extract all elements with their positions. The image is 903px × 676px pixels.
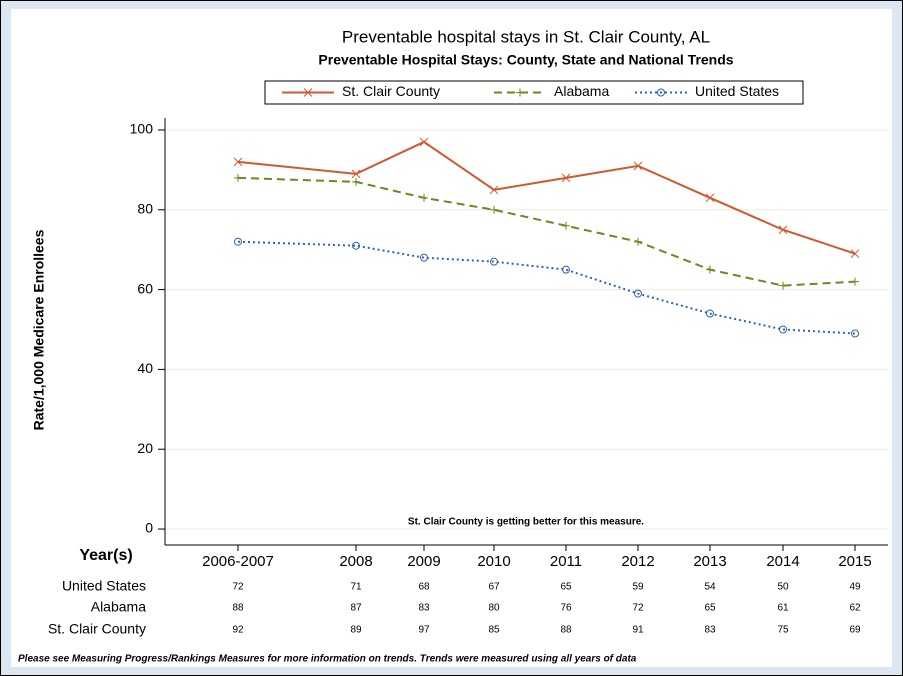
table-value: 49	[849, 582, 861, 593]
marker	[419, 137, 429, 147]
marker	[352, 177, 360, 186]
marker	[420, 193, 428, 202]
y-tick-label: 100	[130, 121, 154, 137]
marker	[851, 329, 859, 338]
table-value: 61	[777, 603, 789, 614]
y-tick-label: 60	[137, 280, 153, 296]
y-axis-label: Rate/1,000 Medicare Enrollees	[31, 229, 47, 430]
table-value: 50	[777, 582, 789, 593]
marker	[352, 241, 360, 250]
marker	[303, 88, 313, 97]
panel	[11, 9, 892, 667]
table-value: 65	[704, 603, 716, 614]
y-tick-label: 0	[145, 520, 153, 536]
x-tick-label: 2013	[693, 553, 726, 570]
table-value: 76	[560, 603, 572, 614]
x-tick-label: 2012	[621, 553, 654, 570]
table-value: 97	[418, 625, 430, 636]
table-value: 91	[632, 625, 644, 636]
marker	[633, 161, 643, 171]
marker	[634, 237, 642, 246]
y-tick-label: 80	[137, 200, 153, 216]
marker	[634, 289, 642, 298]
legend-label: St. Clair County	[342, 83, 440, 99]
x-tick-label: 2008	[339, 553, 372, 570]
marker	[706, 309, 714, 318]
marker	[561, 173, 571, 183]
marker	[490, 205, 498, 214]
table-value: 87	[350, 603, 362, 614]
marker	[489, 185, 499, 195]
marker	[234, 173, 242, 182]
x-tick-label: 2006-2007	[202, 553, 274, 570]
footnote: Please see Measuring Progress/Rankings M…	[18, 654, 637, 665]
marker	[779, 281, 787, 290]
table-value: 85	[488, 625, 500, 636]
marker	[562, 265, 570, 274]
table-value: 72	[632, 603, 644, 614]
marker	[705, 193, 715, 203]
chart-subtitle: Preventable Hospital Stays: County, Stat…	[318, 52, 733, 68]
x-tick-label: 2015	[838, 553, 871, 570]
x-tick-label: 2010	[477, 553, 510, 570]
table-value: 54	[704, 582, 716, 593]
legend-label: United States	[695, 83, 779, 99]
table-value: 69	[849, 625, 861, 636]
marker	[562, 221, 570, 230]
table-value: 68	[418, 582, 430, 593]
marker	[778, 225, 788, 235]
x-tick-label: 2009	[407, 553, 440, 570]
series-line	[237, 240, 856, 335]
table-value: 83	[704, 625, 716, 636]
table-value: 65	[560, 582, 572, 593]
table-value: 67	[488, 582, 500, 593]
table-value: 88	[560, 625, 572, 636]
marker	[851, 277, 859, 286]
marker	[233, 157, 243, 167]
table-value: 89	[350, 625, 362, 636]
table-value: 80	[488, 603, 500, 614]
marker	[420, 253, 428, 262]
table-value: 88	[232, 603, 244, 614]
y-tick-label: 20	[137, 440, 153, 456]
table-value: 75	[777, 625, 789, 636]
y-tick-label: 40	[137, 360, 153, 376]
marker	[234, 237, 242, 246]
table-row-label: United States	[62, 578, 146, 594]
table-value: 72	[232, 582, 244, 593]
marker	[351, 169, 361, 179]
table-value: 92	[232, 625, 244, 636]
x-tick-label: 2011	[550, 553, 582, 570]
marker	[516, 88, 524, 97]
chart-title: Preventable hospital stays in St. Clair …	[342, 27, 710, 46]
annotation: St. Clair County is getting better for t…	[408, 517, 644, 528]
table-value: 71	[350, 582, 362, 593]
marker	[706, 265, 714, 274]
x-tick-label: 2014	[766, 553, 799, 570]
marker	[490, 257, 498, 266]
table-value: 62	[849, 603, 861, 614]
legend-label: Alabama	[554, 83, 609, 99]
table-row-label: Alabama	[91, 599, 146, 615]
x-axis-label: Year(s)	[79, 547, 132, 564]
marker	[657, 88, 665, 97]
marker	[779, 325, 787, 334]
marker	[850, 249, 860, 259]
table-value: 59	[632, 582, 644, 593]
table-row-label: St. Clair County	[48, 621, 146, 637]
table-value: 83	[418, 603, 430, 614]
